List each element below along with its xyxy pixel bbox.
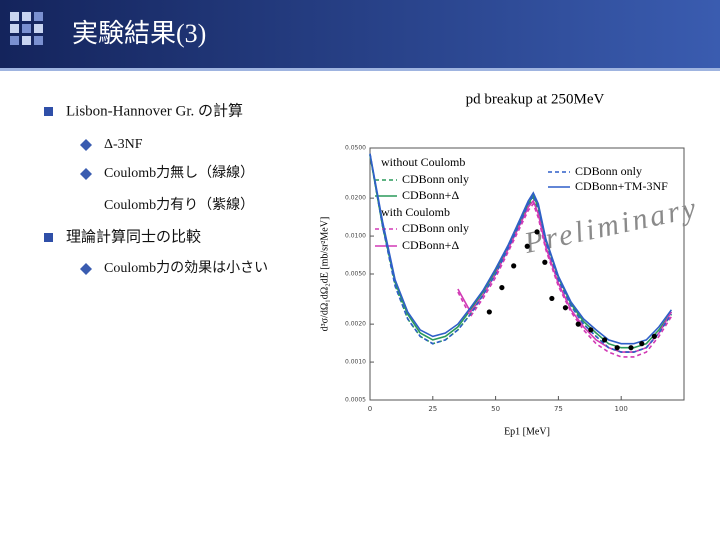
title-bar bbox=[0, 0, 720, 68]
data-point bbox=[562, 305, 569, 311]
series-line bbox=[369, 153, 673, 345]
x-tick-label: 50 bbox=[491, 405, 500, 413]
data-point bbox=[511, 263, 517, 269]
data-point bbox=[575, 321, 581, 327]
y-tick-label: 0.0500 bbox=[345, 145, 366, 152]
data-point bbox=[639, 341, 645, 347]
y-tick-label: 0.0050 bbox=[345, 271, 366, 278]
title-rule bbox=[0, 68, 720, 71]
data-point bbox=[651, 333, 657, 339]
sub-text: Coulomb力の効果は小さい bbox=[104, 260, 268, 276]
chart-title: pd breakup at 250MeV bbox=[466, 91, 605, 107]
y-tick-label: 0.0005 bbox=[345, 397, 366, 404]
data-point bbox=[614, 345, 620, 351]
series-line bbox=[457, 199, 673, 353]
legend-label: CDBonn only bbox=[575, 164, 642, 178]
sub-bullet bbox=[80, 168, 92, 180]
bullet bbox=[44, 107, 53, 116]
slide-title: 実験結果(3) bbox=[72, 19, 206, 48]
logo bbox=[10, 12, 43, 45]
data-point bbox=[549, 295, 555, 302]
data-point bbox=[628, 345, 634, 351]
legend-header: with Coulomb bbox=[381, 205, 450, 219]
legend-header: without Coulomb bbox=[381, 155, 465, 169]
data-point bbox=[602, 337, 608, 343]
y-tick-label: 0.0100 bbox=[345, 233, 366, 240]
watermark: Preliminary bbox=[521, 191, 702, 260]
series-line bbox=[457, 202, 673, 358]
data-point bbox=[542, 259, 548, 265]
data-point bbox=[524, 243, 530, 249]
y-tick-label: 0.0010 bbox=[345, 359, 366, 366]
legend-label: CDBonn only bbox=[402, 221, 469, 235]
sub-text: Δ-3NF bbox=[104, 137, 143, 152]
sub-text: Coulomb力無し（緑線） bbox=[104, 165, 254, 181]
legend-label: CDBonn+Δ bbox=[402, 238, 459, 252]
data-point bbox=[499, 284, 505, 291]
data-point bbox=[588, 327, 594, 333]
sub-text: Coulomb力有り（紫線） bbox=[104, 197, 254, 213]
legend-label: CDBonn+Δ bbox=[402, 188, 459, 202]
x-tick-label: 0 bbox=[368, 405, 372, 413]
x-tick-label: 100 bbox=[615, 405, 628, 413]
data-point bbox=[486, 309, 492, 315]
legend-label: CDBonn+TM-3NF bbox=[575, 179, 668, 193]
sub-bullet bbox=[80, 139, 92, 151]
sub-bullet bbox=[80, 263, 92, 275]
bullet-text: Lisbon-Hannover Gr. の計算 bbox=[66, 101, 243, 119]
x-tick-label: 25 bbox=[428, 405, 437, 413]
series-line bbox=[369, 153, 673, 353]
data-point bbox=[534, 229, 540, 235]
y-tick-label: 0.0200 bbox=[345, 195, 366, 202]
x-tick-label: 75 bbox=[554, 405, 563, 413]
x-axis-label: Ep1 [MeV] bbox=[504, 426, 550, 437]
y-tick-label: 0.0020 bbox=[345, 321, 366, 328]
bullet bbox=[44, 233, 53, 242]
y-axis-label: d³σ/dΩ₁dΩ₂dE [mb/sr²MeV] bbox=[319, 217, 330, 332]
legend-label: CDBonn only bbox=[402, 172, 469, 186]
bullet-text: 理論計算同士の比較 bbox=[66, 227, 201, 245]
